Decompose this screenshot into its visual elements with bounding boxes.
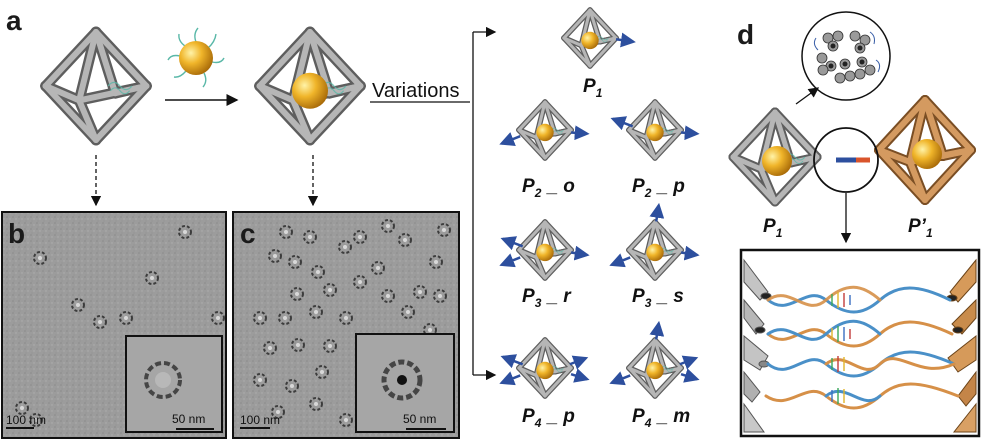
label-d-p1: P1 (763, 216, 783, 240)
label-p2-p: P2 _ p (632, 176, 685, 200)
octahedron-p1-gray (733, 112, 817, 202)
scalebar-b-main-label: 100 nm (6, 413, 46, 427)
variant-p2-p (610, 102, 700, 158)
tem-image-c: 100 nm 50 nm (232, 211, 460, 439)
scalebar-c-main-label: 100 nm (240, 413, 280, 427)
octahedron-with-gold (260, 32, 361, 140)
label-p2-o: P2 _ o (522, 176, 575, 200)
arrow-to-cross-section (795, 87, 820, 105)
variant-p4-m (609, 320, 700, 396)
label-p4-m: P4 _ m (632, 406, 690, 430)
tem-inset-b (125, 335, 223, 433)
label-p4-p: P4 _ p (522, 406, 575, 430)
variant-p3-r (499, 222, 590, 278)
octahedron-empty (46, 32, 147, 140)
gold-nanoparticle-ligand (167, 27, 225, 88)
label-p3-r: P3 _ r (522, 286, 572, 310)
variant-p2-o (499, 102, 590, 158)
variant-p4-p (499, 340, 590, 396)
scalebar-c-inset-label: 50 nm (403, 412, 436, 426)
octahedron-p1-prime-tan (879, 100, 971, 200)
label-p3-s: P3 _ s (632, 286, 684, 310)
tem-image-b: 100 nm 50 nm (1, 211, 227, 439)
variant-p3-s (609, 202, 700, 278)
magnifier-circle (813, 127, 879, 193)
panel-letter-b: b (8, 218, 25, 249)
cross-section-inset (801, 11, 891, 101)
variant-p1 (564, 10, 636, 66)
variations-label: Variations (372, 80, 459, 102)
panel-letter-d: d (737, 19, 754, 50)
panel-letter-a: a (6, 5, 22, 36)
panel-letter-c: c (240, 218, 256, 249)
label-p1: P1 (583, 76, 603, 100)
label-d-p1-prime: P’1 (908, 216, 933, 240)
dna-linker-zoom (739, 248, 981, 438)
scalebar-b-inset-label: 50 nm (172, 412, 205, 426)
